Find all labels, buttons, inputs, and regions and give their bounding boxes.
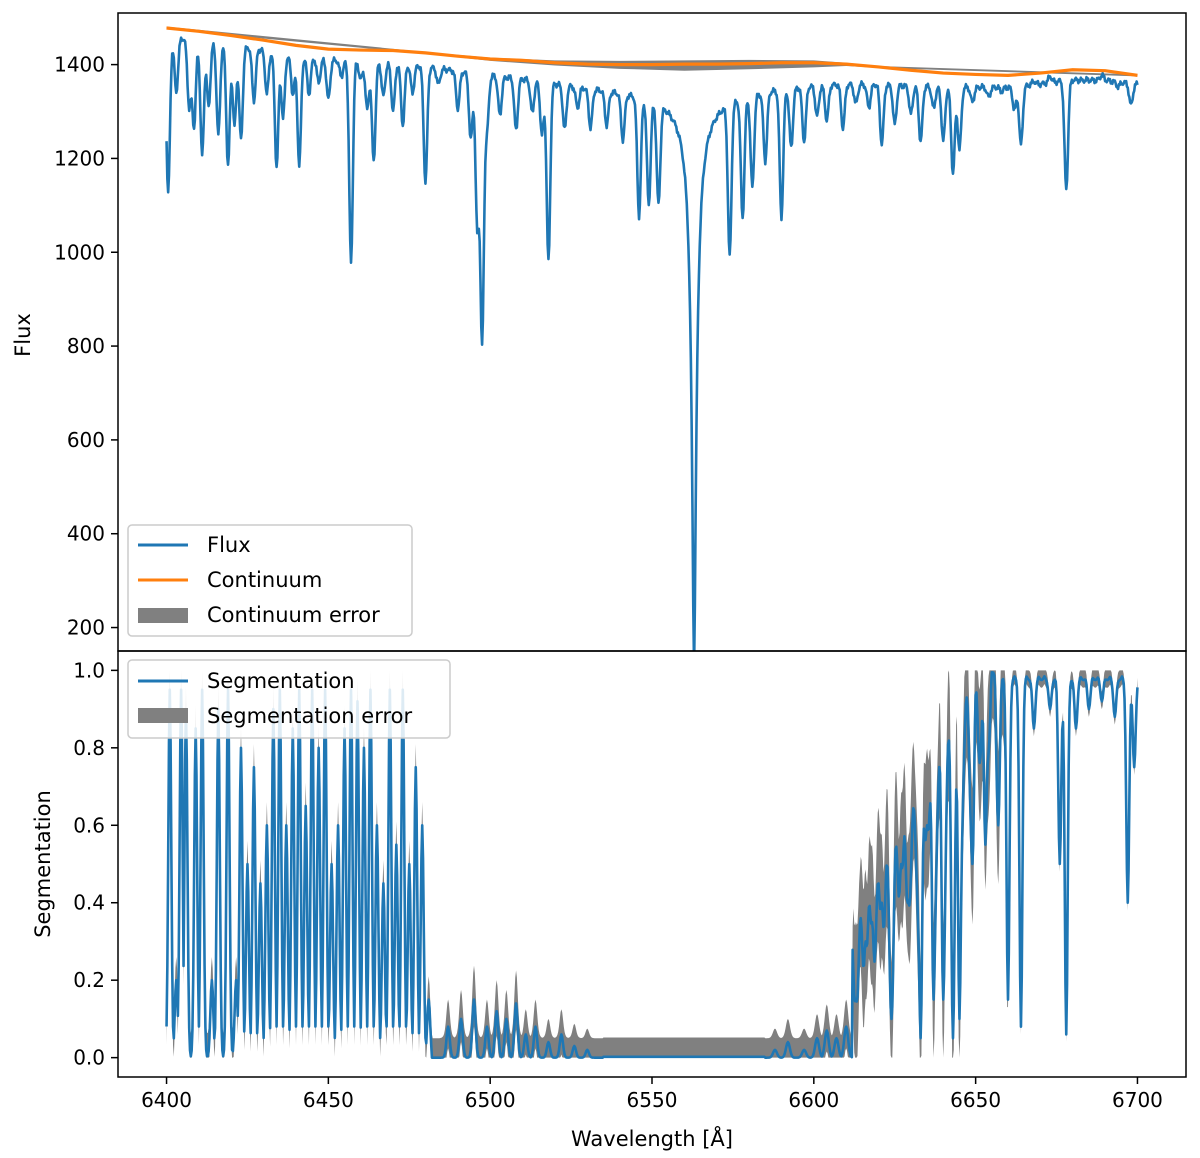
wavelength-x-tick-label: 6650	[950, 1088, 1001, 1112]
wavelength-x-tick-label: 6700	[1112, 1088, 1163, 1112]
wavelength-x-axis: 6400 6450 6500 6550 6600 6650 6700	[141, 1077, 1163, 1112]
segmentation-y-tick-label: 0.6	[73, 813, 105, 837]
flux-y-tick-label: 600	[67, 428, 105, 452]
segmentation-y-axis: 0.0 0.2 0.4 0.6 0.8 1.0	[73, 658, 118, 1070]
flux-y-tick-label: 1200	[54, 146, 105, 170]
wavelength-x-tick-label: 6450	[303, 1088, 354, 1112]
segmentation-y-tick-label: 0.0	[73, 1046, 105, 1070]
legend-continuum-error-label: Continuum error	[207, 603, 380, 627]
continuum-series-line	[166, 26, 1138, 77]
legend-segmentation-error-label: Segmentation error	[207, 704, 412, 728]
wavelength-x-tick-label: 6600	[788, 1088, 839, 1112]
segmentation-y-tick-label: 0.2	[73, 968, 105, 992]
legend-segmentation-label: Segmentation	[207, 669, 355, 693]
wavelength-x-tick-label: 6500	[465, 1088, 516, 1112]
flux-y-tick-label: 1400	[54, 53, 105, 77]
segmentation-y-tick-label: 0.4	[73, 891, 105, 915]
segmentation-y-tick-label: 0.8	[73, 736, 105, 760]
flux-y-axis-title: Flux	[11, 313, 35, 357]
segmentation-panel: 0.00.20.40.60.81.0 6400 6450 6500 6550 6600 6…	[31, 650, 1187, 1151]
legend-flux-label: Flux	[207, 533, 251, 557]
flux-y-tick-label: 1000	[54, 240, 105, 264]
flux-y-tick-label: 400	[67, 522, 105, 546]
flux-series-line	[165, 36, 1139, 651]
flux-y-tick-label: 200	[67, 616, 105, 640]
segmentation-y-axis-title: Segmentation	[31, 790, 55, 938]
flux-y-axis: 200 400 600 800 1000 1200 1400	[54, 53, 118, 640]
segmentation-y-tick-label: 1.0	[73, 658, 105, 682]
segmentation-series-line	[165, 671, 1139, 1059]
legend-continuum-error-swatch	[138, 608, 188, 623]
segmentation-legend: Segmentation Segmentation error	[127, 659, 451, 739]
legend-continuum-label: Continuum	[207, 568, 322, 592]
flux-panel: 200 400 600 800 1000 1200 1400 Flux Flux Conti…	[11, 12, 1187, 652]
wavelength-x-tick-label: 6550	[627, 1088, 678, 1112]
wavelength-x-axis-title: Wavelength [Å]	[571, 1125, 733, 1151]
wavelength-x-tick-label: 6400	[141, 1088, 192, 1112]
flux-legend: Flux Continuum Continuum error	[127, 524, 413, 637]
legend-segmentation-error-swatch	[138, 708, 188, 723]
flux-y-tick-label: 800	[67, 334, 105, 358]
continuum-error-band	[166, 26, 1138, 77]
